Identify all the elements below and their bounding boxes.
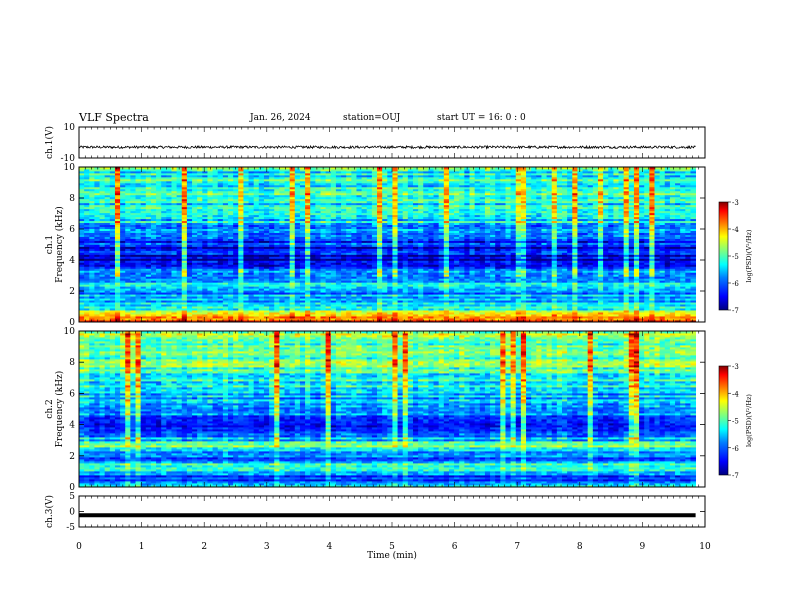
ch1-waveform-trace [78,144,696,150]
colorbar-tick-label: -7 [732,472,739,480]
y-tick-label: 2 [69,452,75,462]
y-tick-label: 0 [69,483,75,493]
ch1-spectrogram-colorbar [718,201,729,311]
x-axis-label: Time (min) [367,550,417,561]
y-tick-label: -10 [61,154,76,164]
ch1-spectrogram-image [79,167,697,323]
ch1-spectrogram-ylabel: ch.1 [45,235,55,254]
x-tick-label: 8 [577,542,583,552]
y-tick-label: 6 [69,389,75,399]
colorbar-tick-label: -6 [732,445,739,453]
colorbar-tick-label: -4 [732,226,739,234]
date-label: Jan. 26, 2024 [250,113,311,123]
x-tick-label: 7 [514,542,520,552]
ch2-spectrogram-ylabel: Frequency (kHz) [54,371,65,448]
ch2-spectrogram-image [79,331,697,488]
x-tick-label: 5 [389,542,395,552]
y-tick-label: 10 [64,163,76,173]
ch3-waveform-ylabel: ch.3(V) [44,495,55,528]
colorbar-tick-label: -5 [732,418,739,426]
y-tick-label: 8 [69,194,75,204]
x-tick-label: 4 [327,542,333,552]
start-time-label: start UT = 16: 0 : 0 [437,113,526,123]
y-tick-label: 0 [69,508,75,518]
x-tick-label: 2 [201,542,207,552]
y-tick-label: 4 [69,256,75,266]
ch2-spectrogram-ylabel: ch.2 [45,399,55,418]
colorbar-tick-label: -6 [732,280,739,288]
y-tick-label: 2 [69,287,75,297]
y-tick-label: 0 [69,318,75,328]
colorbar-tick-label: -7 [732,307,739,315]
y-tick-label: 10 [64,123,76,133]
ch1-waveform-ylabel: ch.1(V) [44,126,55,159]
y-tick-label: 4 [69,421,75,431]
figure-title: VLF Spectra [79,111,149,124]
x-tick-label: 9 [640,542,646,552]
x-tick-label: 3 [264,542,270,552]
x-tick-label: 6 [452,542,458,552]
y-tick-label: 6 [69,225,75,235]
station-label: station=OUJ [343,113,401,123]
y-tick-label: 10 [64,327,76,337]
y-tick-label: -5 [66,523,75,533]
colorbar-label: log(PSD)(V²/Hz) [745,394,753,447]
y-tick-label: 5 [69,492,75,502]
colorbar-tick-label: -3 [732,199,739,207]
ch2-spectrogram-colorbar [718,365,729,476]
y-tick-label: 8 [69,358,75,368]
colorbar-tick-label: -3 [732,363,739,371]
colorbar-tick-label: -5 [732,253,739,261]
ch1-spectrogram-ylabel: Frequency (kHz) [54,206,65,283]
x-tick-label: 10 [699,542,711,552]
colorbar-tick-label: -4 [732,390,739,398]
x-tick-label: 1 [139,542,145,552]
colorbar-label: log(PSD)(V²/Hz) [745,229,753,282]
x-tick-label: 0 [76,542,82,552]
